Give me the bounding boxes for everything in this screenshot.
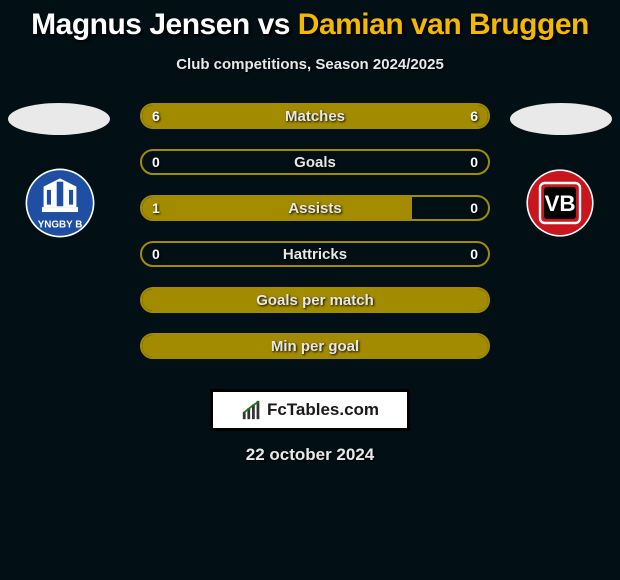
- stat-row: 10Assists: [140, 195, 490, 221]
- stat-label: Goals per match: [142, 289, 488, 311]
- player2-name: Damian van Bruggen: [298, 8, 589, 41]
- lyngby-badge-icon: YNGBY B: [10, 162, 110, 244]
- stat-row: 66Matches: [140, 103, 490, 129]
- stat-label: Goals: [142, 151, 488, 173]
- stat-bars: 66Matches 00Goals 10Assists 00Hattricks Goal…: [140, 103, 490, 379]
- footer-brand-text: FcTables.com: [267, 400, 379, 420]
- stat-label: Hattricks: [142, 243, 488, 265]
- stat-row: Goals per match: [140, 287, 490, 313]
- subtitle: Club competitions, Season 2024/2025: [0, 56, 620, 73]
- stat-label: Matches: [142, 105, 488, 127]
- player1-photo-placeholder: [8, 103, 110, 135]
- stat-label: Assists: [142, 197, 488, 219]
- svg-text:YNGBY B: YNGBY B: [38, 220, 83, 231]
- player1-club-badge: YNGBY B: [10, 163, 110, 243]
- player2-club-badge: VB: [510, 163, 610, 243]
- comparison-title: Magnus Jensen vs Damian van Bruggen: [0, 0, 620, 42]
- vs-label: vs: [258, 8, 290, 41]
- footer-brand-box: FcTables.com: [210, 389, 410, 431]
- stat-row: 00Hattricks: [140, 241, 490, 267]
- stat-label: Min per goal: [142, 335, 488, 357]
- date-label: 22 october 2024: [0, 445, 620, 465]
- fctables-logo-icon: [241, 399, 263, 421]
- player2-photo-placeholder: [510, 103, 612, 135]
- svg-text:VB: VB: [544, 191, 575, 216]
- stat-row: 00Goals: [140, 149, 490, 175]
- stat-row: Min per goal: [140, 333, 490, 359]
- player1-name: Magnus Jensen: [31, 8, 250, 41]
- content-area: YNGBY B VB 66Matches 00Goals 10Assists 00Ha…: [0, 103, 620, 383]
- vejle-badge-icon: VB: [520, 163, 600, 243]
